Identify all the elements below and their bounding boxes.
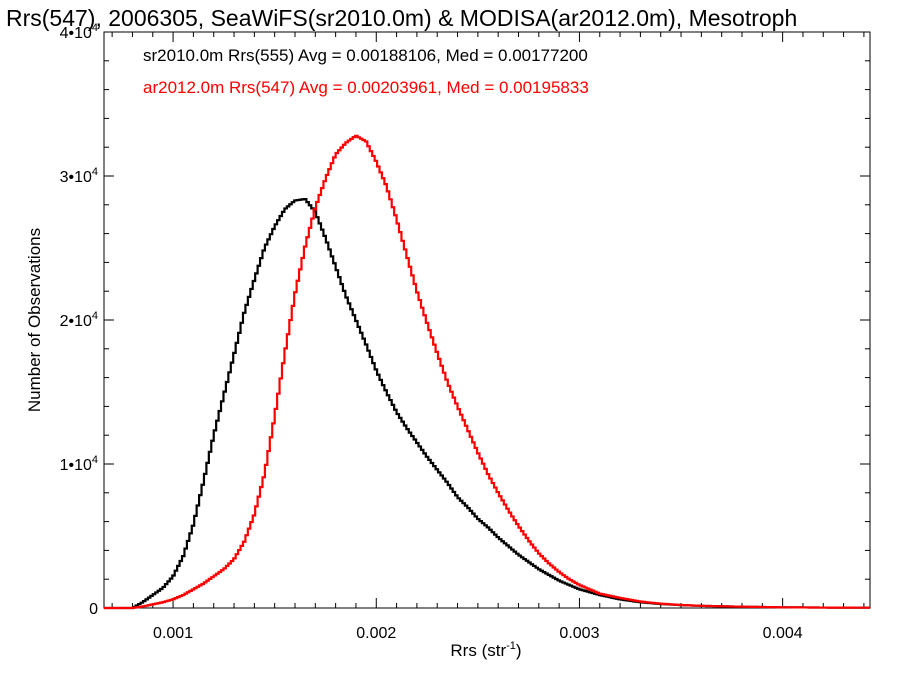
x-tick-label: 0.002 xyxy=(356,625,396,642)
y-axis-label: Number of Observations xyxy=(25,228,44,412)
legend-entry-ar2012: ar2012.0m Rrs(547) Avg = 0.00203961, Med… xyxy=(143,78,589,97)
series-line-ar2012 xyxy=(104,134,870,610)
x-tick-label: 0.001 xyxy=(153,625,193,642)
x-axis-label: Rrs (str-1) xyxy=(450,640,521,660)
chart-title: Rrs(547), 2006305, SeaWiFS(sr2010.0m) & … xyxy=(6,5,797,31)
y-tick-label: 0 xyxy=(89,601,98,618)
x-tick-label: 0.004 xyxy=(763,625,803,642)
y-tick-label: 1•104 xyxy=(60,454,98,474)
y-tick-label: 4•104 xyxy=(60,22,98,42)
y-tick-label: 2•104 xyxy=(60,310,98,330)
plot-frame xyxy=(103,31,871,609)
legend-entry-sr2010: sr2010.0m Rrs(555) Avg = 0.00188106, Med… xyxy=(143,46,588,65)
x-tick-label: 0.003 xyxy=(559,625,599,642)
series-lines xyxy=(104,134,870,610)
series-line-sr2010 xyxy=(104,197,870,610)
y-tick-label: 3•104 xyxy=(60,166,98,186)
axis-ticks: 0.001 0.002 0.003 0.004 0 1•104 2•104 3•104 4•10… xyxy=(60,22,870,642)
